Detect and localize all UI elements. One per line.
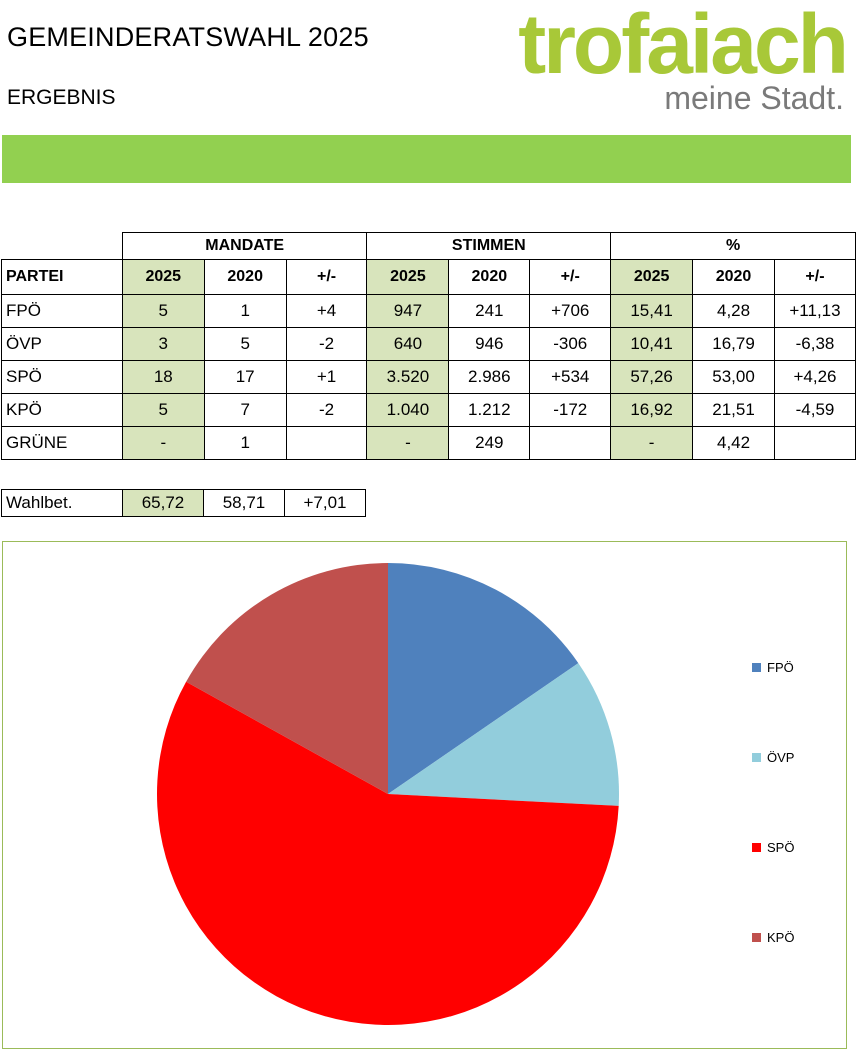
table-cell: 4,42 bbox=[692, 426, 775, 460]
table-cell: - bbox=[121, 426, 205, 460]
chart-area bbox=[2, 541, 847, 1049]
table-cell: +1 bbox=[285, 360, 368, 394]
table-cell: - bbox=[610, 426, 694, 460]
table-row: FPÖ 5 1 +4 947 241 +706 15,41 4,28 +11,13 bbox=[1, 294, 856, 328]
header-divider-bar bbox=[2, 135, 851, 183]
party-name-cell: FPÖ bbox=[1, 294, 123, 328]
table-cell bbox=[529, 426, 612, 460]
legend-swatch bbox=[752, 663, 761, 673]
logo-tagline: meine Stadt. bbox=[664, 80, 844, 116]
table-row: SPÖ 18 17 +1 3.520 2.986 +534 57,26 53,00 +4,26 bbox=[1, 360, 856, 394]
table-cell: 249 bbox=[448, 426, 531, 460]
turnout-table: Wahlbet. 65,72 58,71 +7,01 bbox=[1, 489, 366, 517]
results-table: MANDATE STIMMEN % PARTEI 2025 2020 +/- 2… bbox=[1, 232, 856, 460]
table-cell: 18 bbox=[121, 360, 205, 394]
table-cell: 57,26 bbox=[610, 360, 694, 394]
sub-header-cell: 2025 bbox=[121, 259, 205, 295]
table-cell: -6,38 bbox=[773, 327, 856, 361]
legend-item: SPÖ bbox=[752, 840, 794, 855]
page-title: GEMEINDERATSWAHL 2025 bbox=[7, 22, 369, 52]
table-group-header-row: MANDATE STIMMEN % bbox=[2, 232, 856, 260]
table-cell: 946 bbox=[448, 327, 531, 361]
legend-swatch bbox=[752, 843, 761, 853]
turnout-row: Wahlbet. 65,72 58,71 +7,01 bbox=[1, 489, 366, 517]
pie-slice-fpö bbox=[388, 563, 579, 794]
legend-label: FPÖ bbox=[767, 660, 794, 675]
table-cell: 1 bbox=[203, 426, 287, 460]
legend-label: ÖVP bbox=[767, 750, 795, 765]
legend-swatch bbox=[752, 933, 761, 943]
table-cell: 640 bbox=[366, 327, 450, 361]
table-cell: 10,41 bbox=[610, 327, 694, 361]
table-cell: 17 bbox=[203, 360, 287, 394]
legend-label: KPÖ bbox=[767, 930, 795, 945]
legend-item: FPÖ bbox=[752, 660, 794, 675]
legend-item: KPÖ bbox=[752, 930, 794, 945]
logo-wordmark: trofaiach bbox=[518, 0, 849, 91]
table-cell: 21,51 bbox=[692, 393, 775, 427]
legend-swatch bbox=[752, 753, 761, 763]
table-cell: 1.212 bbox=[448, 393, 531, 427]
table-cell: 3 bbox=[121, 327, 205, 361]
table-cell: +4,26 bbox=[773, 360, 856, 394]
table-cell: 5 bbox=[121, 294, 205, 328]
table-cell: 16,92 bbox=[610, 393, 694, 427]
turnout-change: +7,01 bbox=[284, 489, 366, 517]
pie-slice-övp bbox=[388, 663, 620, 806]
pie-slice-kpö bbox=[186, 563, 388, 794]
sub-header-cell: 2025 bbox=[366, 259, 450, 295]
group-header-mandate: MANDATE bbox=[121, 232, 368, 260]
table-cell: 15,41 bbox=[610, 294, 694, 328]
table-cell: 5 bbox=[203, 327, 287, 361]
table-cell: 7 bbox=[203, 393, 287, 427]
legend-item: ÖVP bbox=[752, 750, 794, 765]
table-cell: -306 bbox=[529, 327, 612, 361]
table-cell: -2 bbox=[285, 393, 368, 427]
turnout-label: Wahlbet. bbox=[1, 489, 123, 517]
party-name-cell: GRÜNE bbox=[1, 426, 123, 460]
trofaiach-logo: trofaiach meine Stadt. bbox=[506, 2, 849, 114]
table-row: GRÜNE -1-249-4,42 bbox=[1, 426, 856, 460]
table-cell: - bbox=[366, 426, 450, 460]
table-cell: +534 bbox=[529, 360, 612, 394]
table-cell: 3.520 bbox=[366, 360, 450, 394]
table-cell: -4,59 bbox=[773, 393, 856, 427]
sub-header-cell: 2020 bbox=[692, 259, 775, 295]
table-cell bbox=[773, 426, 856, 460]
pie-slice-spö bbox=[157, 681, 619, 1025]
legend-label: SPÖ bbox=[767, 840, 795, 855]
table-cell: 4,28 bbox=[692, 294, 775, 328]
party-name-cell: ÖVP bbox=[1, 327, 123, 361]
table-cell: 947 bbox=[366, 294, 450, 328]
page-subtitle: ERGEBNIS bbox=[7, 86, 116, 109]
table-cell bbox=[285, 426, 368, 460]
table-row: KPÖ 5 7 -2 1.040 1.212 -172 16,92 21,51 -4,59 bbox=[1, 393, 856, 427]
sub-header-cell: 2020 bbox=[448, 259, 531, 295]
party-name-cell: KPÖ bbox=[1, 393, 123, 427]
group-header-stimmen: STIMMEN bbox=[366, 232, 612, 260]
table-cell: +11,13 bbox=[773, 294, 856, 328]
table-row: ÖVP 3 5 -2 640 946 -306 10,41 16,79 -6,38 bbox=[1, 327, 856, 361]
